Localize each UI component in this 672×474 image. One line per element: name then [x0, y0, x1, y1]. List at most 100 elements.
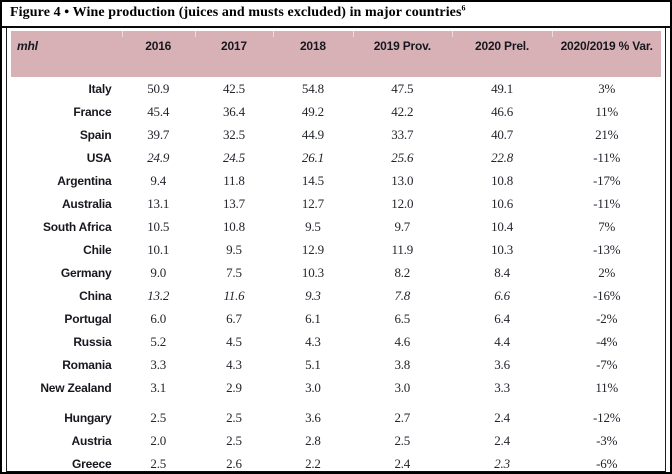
- table-row: Greece 2.5 2.6 2.2 2.4 2.3 -6%: [11, 452, 661, 472]
- table-row: Romania 3.3 4.3 5.1 3.8 3.6 -7%: [11, 353, 661, 376]
- value-cell-2017: 9.5: [226, 241, 242, 257]
- value-cell-2018: 26.1: [301, 149, 324, 165]
- var-cell: 7%: [598, 218, 616, 234]
- value-cell-2016: 5.2: [150, 333, 167, 349]
- value-cell-2016: 10.5: [147, 218, 170, 234]
- value-cell-2016: 24.9: [147, 149, 170, 165]
- value-cell-2018: 49.2: [301, 103, 324, 119]
- value-cell-2019: 2.4: [394, 455, 411, 471]
- table-header-row: mhl 2016 2017 2018 2019 Prov. 2020 Prel.…: [11, 31, 661, 77]
- value-cell-2019: 25.6: [391, 149, 414, 165]
- value-cell-2018: 2.2: [305, 455, 321, 471]
- value-cell-2018: 44.9: [301, 126, 324, 142]
- figure-title-text: Figure 4 • Wine production (juices and m…: [10, 5, 462, 20]
- value-cell-2017: 2.5: [226, 432, 242, 448]
- value-cell-2019: 7.8: [394, 287, 411, 303]
- value-cell-2016: 13.2: [147, 287, 170, 303]
- var-cell: -4%: [596, 333, 618, 349]
- value-cell-2018: 14.5: [301, 172, 324, 188]
- value-cell-2019: 2.5: [394, 432, 411, 448]
- value-cell-2020: 6.4: [494, 310, 510, 326]
- value-cell-2019: 47.5: [391, 80, 414, 96]
- column-header-2020-prel: 2020 Prel.: [451, 31, 553, 77]
- value-cell-2017: 2.6: [226, 455, 242, 471]
- value-cell-2019: 6.5: [394, 310, 411, 326]
- value-cell-2018: 3.6: [305, 409, 321, 425]
- value-cell-2018: 10.3: [301, 264, 324, 280]
- country-label: Portugal: [64, 311, 112, 326]
- table-row: China 13.2 11.6 9.3 7.8 6.6 -16%: [11, 284, 661, 307]
- table-row: Russia 5.2 4.5 4.3 4.6 4.4 -4%: [11, 330, 661, 353]
- value-cell-2016: 9.4: [150, 172, 167, 188]
- var-cell: -3%: [596, 432, 618, 448]
- value-cell-2017: 24.5: [222, 149, 245, 165]
- table-row: Hungary 2.5 2.5 3.6 2.7 2.4 -12%: [11, 406, 661, 429]
- value-cell-2020: 10.4: [491, 218, 514, 234]
- value-cell-2016: 2.5: [150, 455, 167, 471]
- var-cell: -17%: [593, 172, 621, 188]
- value-cell-2020: 6.6: [494, 287, 510, 303]
- value-cell-2017: 4.3: [226, 356, 242, 372]
- country-label: Spain: [79, 127, 112, 142]
- var-cell: 11%: [595, 103, 619, 119]
- var-cell: -7%: [596, 356, 618, 372]
- value-cell-2018: 5.1: [305, 356, 321, 372]
- var-cell: -2%: [596, 310, 618, 326]
- country-label: Argentina: [57, 173, 112, 188]
- table-frame: mhl 2016 2017 2018 2019 Prov. 2020 Prel.…: [6, 28, 666, 472]
- value-cell-2020: 2.3: [494, 455, 510, 471]
- country-label: New Zealand: [40, 380, 112, 395]
- value-cell-2019: 33.7: [391, 126, 414, 142]
- var-cell: -12%: [593, 409, 621, 425]
- value-cell-2017: 10.8: [222, 218, 245, 234]
- value-cell-2020: 49.1: [491, 80, 514, 96]
- value-cell-2020: 2.4: [494, 409, 510, 425]
- country-label: USA: [86, 150, 112, 165]
- value-cell-2018: 9.3: [305, 287, 321, 303]
- table-row: USA 24.9 24.5 26.1 25.6 22.8 -11%: [11, 146, 661, 169]
- table-row: France 45.4 36.4 49.2 42.2 46.6 11%: [11, 100, 661, 123]
- column-header-2018: 2018: [272, 31, 353, 77]
- value-cell-2019: 11.9: [391, 241, 414, 257]
- value-cell-2019: 9.7: [394, 218, 411, 234]
- table-row: Germany 9.0 7.5 10.3 8.2 8.4 2%: [11, 261, 661, 284]
- value-cell-2017: 42.5: [222, 80, 245, 96]
- var-cell: -16%: [593, 287, 621, 303]
- value-cell-2016: 9.0: [150, 264, 167, 280]
- value-cell-2016: 2.5: [150, 409, 167, 425]
- table-row: Argentina 9.4 11.8 14.5 13.0 10.8 -17%: [11, 169, 661, 192]
- value-cell-2018: 12.9: [301, 241, 324, 257]
- value-cell-2016: 2.0: [150, 432, 167, 448]
- value-cell-2020: 2.4: [494, 432, 510, 448]
- figure-title: Figure 4 • Wine production (juices and m…: [2, 2, 670, 26]
- value-cell-2019: 13.0: [391, 172, 414, 188]
- country-label: Romania: [62, 357, 112, 372]
- value-cell-2020: 8.4: [494, 264, 510, 280]
- country-label: Germany: [60, 265, 112, 280]
- value-cell-2020: 3.3: [494, 379, 510, 395]
- country-label: Austria: [71, 433, 112, 448]
- value-cell-2019: 12.0: [391, 195, 414, 211]
- value-cell-2018: 54.8: [301, 80, 324, 96]
- table-row: Australia 13.1 13.7 12.7 12.0 10.6 -11%: [11, 192, 661, 215]
- value-cell-2020: 10.3: [491, 241, 514, 257]
- value-cell-2017: 6.7: [226, 310, 242, 326]
- country-label: France: [73, 104, 112, 119]
- country-label: Greece: [72, 456, 112, 471]
- value-cell-2016: 3.1: [150, 379, 167, 395]
- value-cell-2017: 11.8: [223, 172, 245, 188]
- value-cell-2019: 3.0: [394, 379, 411, 395]
- var-cell: 3%: [598, 80, 616, 96]
- column-header-2019-prov: 2019 Prov.: [352, 31, 452, 77]
- table-row: New Zealand 3.1 2.9 3.0 3.0 3.3 11%: [11, 376, 661, 399]
- table-body: Italy 50.9 42.5 54.8 47.5 49.1 3% France…: [11, 77, 661, 472]
- value-cell-2020: 4.4: [494, 333, 510, 349]
- var-cell: -11%: [593, 195, 621, 211]
- title-divider: [2, 26, 670, 28]
- table-row: South Africa 10.5 10.8 9.5 9.7 10.4 7%: [11, 215, 661, 238]
- value-cell-2016: 10.1: [147, 241, 170, 257]
- value-cell-2020: 10.8: [491, 172, 514, 188]
- value-cell-2020: 46.6: [491, 103, 514, 119]
- value-cell-2019: 3.8: [394, 356, 411, 372]
